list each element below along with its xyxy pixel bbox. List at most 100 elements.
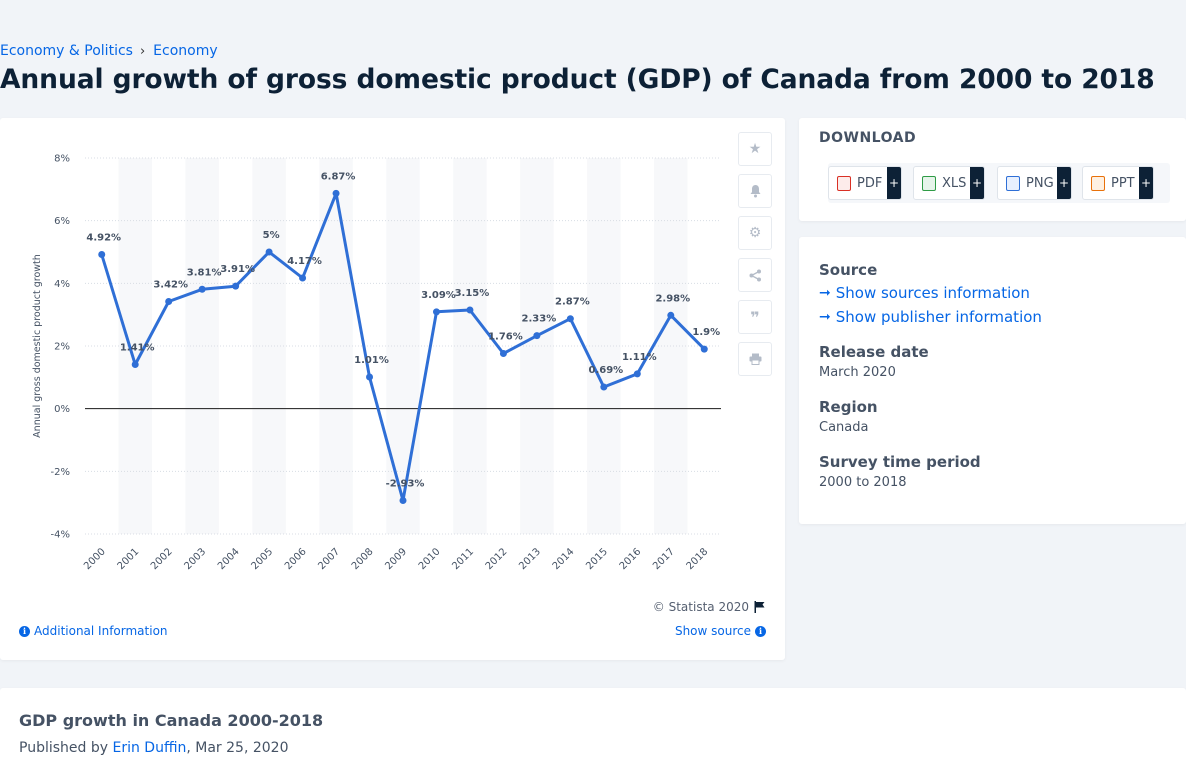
data-point[interactable] <box>98 251 106 259</box>
description-title: GDP growth in Canada 2000-2018 <box>19 711 324 730</box>
data-point[interactable] <box>198 285 206 293</box>
bell-icon[interactable] <box>738 174 772 208</box>
data-label: 1.11% <box>622 352 657 363</box>
data-labels: 4.92% 1.41% 3.42% 3.81%3.91% 5% 4.17% 6.87% 1.0… <box>86 171 720 489</box>
x-tick-label: 2017 <box>651 546 677 572</box>
y-tick-label: 0% <box>54 404 70 415</box>
data-point[interactable] <box>499 350 507 358</box>
data-point[interactable] <box>265 248 273 256</box>
pdf-file-icon <box>837 175 851 191</box>
x-tick-label: 2007 <box>316 546 342 572</box>
show-source-link[interactable]: Show source i <box>675 624 766 638</box>
line-chart: -4%-2%0%2%4%6%8% 2000 2001 2002 2003 2004 200… <box>32 154 721 572</box>
grid-lines <box>85 157 721 535</box>
download-xls-button[interactable]: XLS + <box>913 166 985 200</box>
download-buttons: PDF + XLS + PNG + PPT + <box>828 163 1170 203</box>
data-label: 1.9% <box>692 327 720 338</box>
plus-icon: + <box>887 167 901 199</box>
data-label: 3.81% <box>187 267 222 278</box>
download-title: DOWNLOAD <box>819 130 917 146</box>
plus-icon: + <box>1139 167 1153 199</box>
download-xls-label: XLS <box>942 175 967 191</box>
data-label: 1.01% <box>354 355 389 366</box>
x-tick-label: 2004 <box>216 546 242 572</box>
breadcrumb-economy-politics[interactable]: Economy & Politics <box>0 43 133 59</box>
x-tick-label: 2016 <box>618 546 644 572</box>
data-point[interactable] <box>232 282 240 290</box>
data-point[interactable] <box>332 189 340 197</box>
chart-card: -4% -2% 0% 2% 4% 6% 8% 2000 2001 2002 2003 2004 200… <box>0 118 785 660</box>
info-icon: i <box>19 625 30 637</box>
data-point[interactable] <box>466 306 474 314</box>
gear-icon[interactable]: ⚙ <box>738 216 772 250</box>
star-icon[interactable]: ★ <box>738 132 772 166</box>
region-value: Canada <box>819 420 869 435</box>
y-tick-label: 2% <box>54 342 70 353</box>
chart-toolbar: ★ ⚙ ❞ <box>738 132 772 384</box>
ppt-file-icon <box>1091 175 1105 191</box>
x-tick-label: 2006 <box>283 546 309 572</box>
data-point[interactable] <box>366 373 374 381</box>
data-point[interactable] <box>633 370 641 378</box>
chevron-right-icon: › <box>139 43 146 59</box>
data-point[interactable] <box>700 345 708 353</box>
y-tick-label: -4% <box>51 530 70 541</box>
publish-date: , Mar 25, 2020 <box>186 740 289 756</box>
plus-icon: + <box>970 167 984 199</box>
data-label: 0.69% <box>588 365 623 376</box>
region-label: Region <box>819 398 878 416</box>
show-sources-label: Show sources information <box>835 284 1030 302</box>
data-point[interactable] <box>566 315 574 323</box>
png-file-icon <box>1006 175 1020 191</box>
copyright: © Statista 2020 <box>653 600 765 614</box>
data-label: 2.33% <box>522 314 557 325</box>
data-points <box>98 189 708 504</box>
page-header-background <box>0 0 1186 100</box>
data-label: 3.42% <box>153 280 188 291</box>
y-tick-label: -2% <box>51 467 70 478</box>
download-ppt-button[interactable]: PPT + <box>1082 166 1154 200</box>
plus-icon: + <box>1057 167 1071 199</box>
x-tick-label: 2011 <box>450 546 476 572</box>
x-tick-label: 2012 <box>484 546 510 572</box>
data-label: 4.17% <box>287 256 322 267</box>
source-label: Source <box>819 261 878 279</box>
data-label: 4.92% <box>86 233 121 244</box>
show-publisher-link[interactable]: ➞ Show publisher information <box>819 308 1042 326</box>
x-tick-label: 2002 <box>149 546 175 572</box>
quote-icon[interactable]: ❞ <box>738 300 772 334</box>
additional-information-label: Additional Information <box>34 624 168 638</box>
statistic-info-card: Source ➞ Show sources information ➞ Show… <box>799 237 1186 524</box>
download-pdf-button[interactable]: PDF + <box>828 166 902 200</box>
x-band <box>319 158 353 534</box>
author-link[interactable]: Erin Duffin <box>112 740 187 756</box>
x-tick-label: 2001 <box>116 546 142 572</box>
breadcrumb-economy[interactable]: Economy <box>153 43 218 59</box>
data-point[interactable] <box>533 332 541 340</box>
show-source-label: Show source <box>674 624 751 638</box>
data-point[interactable] <box>131 360 139 368</box>
data-point[interactable] <box>165 298 173 306</box>
data-point[interactable] <box>399 496 407 504</box>
additional-information-link[interactable]: i Additional Information <box>19 624 168 638</box>
download-png-button[interactable]: PNG + <box>997 166 1072 200</box>
breadcrumb: Economy & Politics › Economy <box>0 43 218 59</box>
arrow-right-icon: ➞ <box>819 285 831 301</box>
y-tick-label: 6% <box>54 216 70 227</box>
description-card: GDP growth in Canada 2000-2018 Published… <box>0 688 1186 760</box>
arrow-right-icon: ➞ <box>819 309 831 325</box>
print-icon[interactable] <box>738 342 772 376</box>
xls-file-icon <box>922 175 936 191</box>
share-icon[interactable] <box>738 258 772 292</box>
show-sources-link[interactable]: ➞ Show sources information <box>819 284 1030 302</box>
x-tick-label: 2010 <box>417 546 443 572</box>
page-title: Annual growth of gross domestic product … <box>0 64 1155 95</box>
data-label: 2.87% <box>555 297 590 308</box>
flag-icon[interactable] <box>754 601 765 613</box>
data-label: 3.09% <box>421 290 456 301</box>
data-point[interactable] <box>432 308 440 316</box>
data-label: 3.91% <box>220 264 255 275</box>
data-point[interactable] <box>667 311 675 319</box>
data-point[interactable] <box>600 383 608 391</box>
data-point[interactable] <box>299 274 307 282</box>
